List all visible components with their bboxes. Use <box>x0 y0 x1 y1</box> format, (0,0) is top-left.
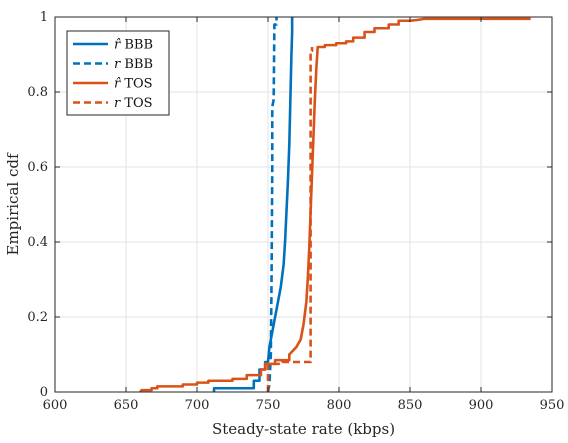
series-layer <box>139 17 531 393</box>
y-tick-label: 1 <box>40 10 48 25</box>
legend-text: TOS <box>120 77 152 92</box>
y-tick-label: 0 <box>40 385 48 400</box>
legend-text: TOS <box>120 96 152 111</box>
legend-label-1: r BBB <box>114 57 153 72</box>
legend-label-3: r TOS <box>114 96 153 111</box>
axis-ticks: 600 650 700 750 800 850 900 950 0 0.2 0.4 0.6 0.8 1 <box>27 10 564 413</box>
x-tick-label: 950 <box>540 398 565 413</box>
legend-symbol: r <box>114 96 121 111</box>
legend-symbol: r̂ <box>114 77 122 92</box>
x-tick-label: 650 <box>114 398 139 413</box>
x-tick-label: 750 <box>256 398 281 413</box>
plot-frame <box>54 16 553 393</box>
series-line-1 <box>266 17 278 393</box>
legend-symbol: r̂ <box>114 38 122 53</box>
x-tick-label: 900 <box>469 398 494 413</box>
series-line-2 <box>139 17 531 393</box>
x-tick-label: 600 <box>43 398 68 413</box>
y-tick-label: 0.2 <box>27 310 48 325</box>
legend-text: BBB <box>120 38 153 53</box>
x-axis-label: Steady-state rate (kbps) <box>212 420 395 438</box>
y-tick-label: 0.6 <box>27 160 48 175</box>
legend-symbol: r <box>114 57 121 72</box>
legend-label-2: r̂ TOS <box>114 77 153 92</box>
series-line-0 <box>212 17 294 392</box>
x-tick-label: 800 <box>327 398 352 413</box>
x-tick-label: 850 <box>398 398 423 413</box>
series-line-3 <box>266 47 314 392</box>
y-axis-label: Empirical cdf <box>4 152 22 255</box>
y-tick-label: 0.8 <box>27 85 48 100</box>
y-tick-label: 0.4 <box>27 235 48 250</box>
legend-text: BBB <box>120 57 153 72</box>
x-tick-label: 700 <box>185 398 210 413</box>
legend-label-0: r̂ BBB <box>114 38 153 53</box>
